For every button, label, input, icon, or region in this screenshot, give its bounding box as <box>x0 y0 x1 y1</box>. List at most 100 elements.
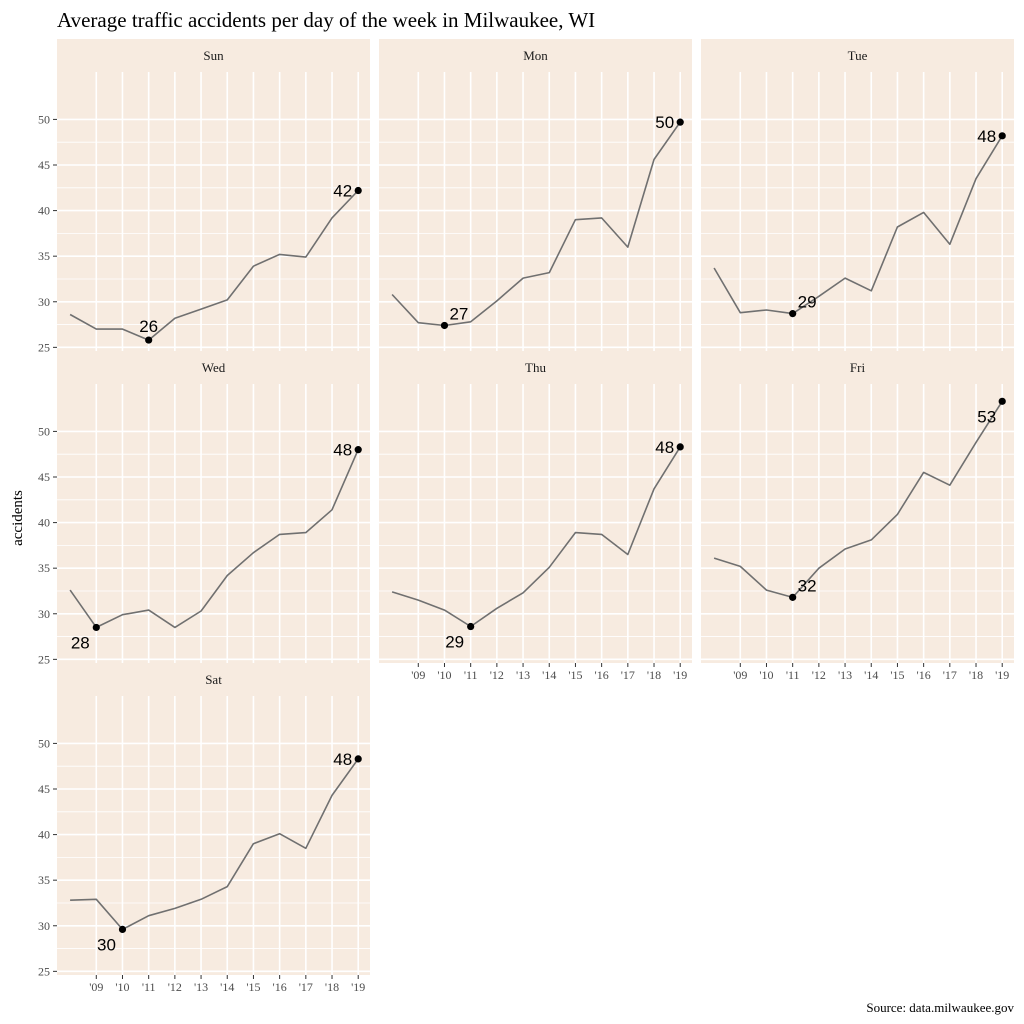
panel-tue: Tue 29 48 <box>701 39 1014 351</box>
y-tick-label: 25 <box>38 340 50 354</box>
panel-background <box>57 39 370 351</box>
highlight-point <box>145 336 153 344</box>
x-tick-label: '14 <box>542 668 556 682</box>
series-line-wed <box>69 449 359 629</box>
y-tick-label: 40 <box>38 828 50 842</box>
source-caption: Source: data.milwaukee.gov <box>866 1000 1014 1015</box>
panel-background <box>701 351 1014 663</box>
series-line-sun <box>69 189 359 341</box>
panel-strip-label: Sun <box>203 48 224 63</box>
x-tick-label: '10 <box>115 980 129 994</box>
x-tick-label: '18 <box>647 668 661 682</box>
x-tick-label: '19 <box>673 668 687 682</box>
panel-sat: Sat 25 30 35 40 45 50 '09 '10 '11 '12 '13 '14 '15 '16 '… <box>38 663 370 994</box>
y-tick-label: 50 <box>38 112 50 126</box>
point-value-label: 29 <box>445 633 464 652</box>
x-tick-label: '18 <box>969 668 983 682</box>
point-value-label: 50 <box>655 113 674 132</box>
series-line-mon <box>391 121 681 327</box>
panel-background <box>57 663 370 975</box>
x-tick-label: '10 <box>437 668 451 682</box>
x-tick-label: '09 <box>411 668 425 682</box>
highlight-point <box>789 593 797 601</box>
x-tick-label: '09 <box>733 668 747 682</box>
highlight-point <box>440 321 449 330</box>
highlight-point <box>354 186 362 195</box>
chart-title: Average traffic accidents per day of the… <box>57 8 595 32</box>
panel-fri: Fri '09 '10 '11 '12 '13 '14 '15 '16 '17 '18 '19 32 53 <box>701 351 1014 682</box>
panel-strip-label: Mon <box>523 48 548 63</box>
highlight-point <box>789 310 797 318</box>
y-tick-label: 45 <box>38 782 50 796</box>
x-tick-label: '13 <box>838 668 852 682</box>
x-tick-label: '12 <box>812 668 826 682</box>
point-value-label: 32 <box>798 576 817 595</box>
y-tick-label: 25 <box>38 964 50 978</box>
x-tick-label: '10 <box>759 668 773 682</box>
y-tick-label: 30 <box>38 295 50 309</box>
highlight-point <box>676 443 684 451</box>
panel-strip-label: Tue <box>848 48 868 63</box>
panel-background <box>379 39 692 351</box>
point-value-label: 27 <box>449 304 468 323</box>
panel-background <box>57 351 370 663</box>
y-tick-label: 30 <box>38 919 50 933</box>
point-value-label: 28 <box>71 633 90 652</box>
point-value-label: 48 <box>977 127 996 146</box>
highlight-point <box>118 925 127 934</box>
x-tick-label: '11 <box>464 668 478 682</box>
panel-strip-label: Fri <box>850 360 866 375</box>
series-line-fri <box>713 400 1003 599</box>
series-line-tue <box>713 135 1003 315</box>
y-tick-label: 35 <box>38 873 50 887</box>
series-line-sat <box>70 758 359 931</box>
y-axis-title: accidents <box>10 490 26 546</box>
x-tick-label: '19 <box>351 980 365 994</box>
x-tick-label: '14 <box>864 668 878 682</box>
y-tick-label: 30 <box>38 607 50 621</box>
panel-wed: Wed 25 30 35 40 45 50 28 48 <box>38 351 370 666</box>
point-value-label: 48 <box>655 438 674 457</box>
x-tick-label: '17 <box>621 668 635 682</box>
point-value-label: 30 <box>97 935 116 954</box>
y-tick-label: 35 <box>38 561 50 575</box>
x-tick-label: '15 <box>246 980 260 994</box>
y-tick-label: 25 <box>38 652 50 666</box>
series-line-thu <box>391 446 681 628</box>
x-tick-label: '17 <box>299 980 313 994</box>
y-tick-label: 45 <box>38 158 50 172</box>
point-value-label: 53 <box>977 407 996 426</box>
x-tick-label: '14 <box>220 980 234 994</box>
x-tick-label: '18 <box>325 980 339 994</box>
highlight-point <box>354 755 362 763</box>
x-tick-label: '17 <box>943 668 957 682</box>
x-tick-label: '15 <box>890 668 904 682</box>
panel-sun: Sun 25 30 35 40 45 50 26 42 <box>38 39 370 354</box>
x-tick-label: '16 <box>595 668 609 682</box>
x-tick-label: '13 <box>194 980 208 994</box>
x-tick-label: '12 <box>490 668 504 682</box>
highlight-point <box>92 623 100 632</box>
x-tick-label: '13 <box>516 668 530 682</box>
y-tick-label: 45 <box>38 470 50 484</box>
panel-mon: Mon 27 50 <box>379 39 692 351</box>
panel-strip-label: Thu <box>525 360 546 375</box>
y-tick-label: 35 <box>38 249 50 263</box>
x-tick-label: '09 <box>89 980 103 994</box>
x-tick-label: '11 <box>142 980 156 994</box>
highlight-point <box>998 132 1006 140</box>
x-tick-label: '16 <box>273 980 287 994</box>
x-tick-label: '16 <box>917 668 931 682</box>
x-tick-label: '19 <box>995 668 1009 682</box>
highlight-point <box>354 446 362 454</box>
facet-panels: Sun 25 30 35 40 45 50 26 42 Mon 27 50 Tue 29 48 Wed 25 30… <box>38 39 1014 994</box>
y-tick-label: 50 <box>38 736 50 750</box>
panel-background <box>701 39 1014 351</box>
highlight-point <box>467 622 475 631</box>
x-tick-label: '12 <box>168 980 182 994</box>
panel-strip-label: Sat <box>205 672 222 687</box>
panel-strip-label: Wed <box>202 360 226 375</box>
y-tick-label: 40 <box>38 516 50 530</box>
panel-thu: Thu '09 '10 '11 '12 '13 '14 '15 '16 '17 '18 '19 29 48 <box>379 351 692 682</box>
